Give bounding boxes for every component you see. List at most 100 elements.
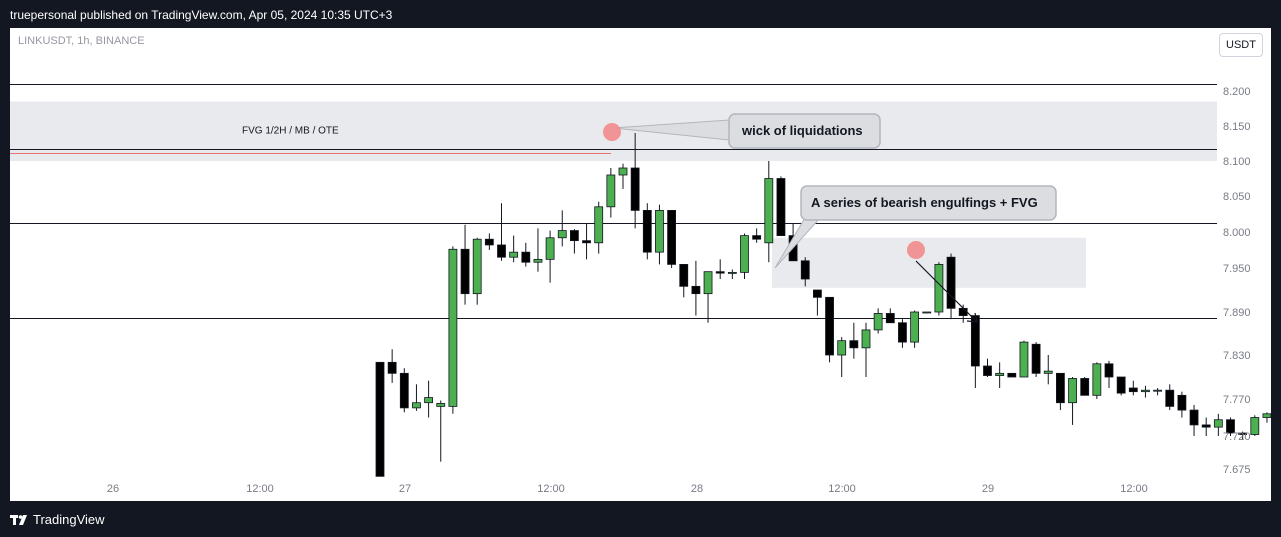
candle-body xyxy=(1201,424,1211,428)
candle-body xyxy=(1031,343,1041,374)
candle-body xyxy=(570,230,579,242)
callout-box xyxy=(728,113,881,149)
candle-body xyxy=(1165,389,1175,407)
candle-body xyxy=(837,340,847,356)
candle-body xyxy=(1226,419,1235,434)
y-tick-label: 7.830 xyxy=(1223,350,1251,362)
x-tick-label: 27 xyxy=(399,483,411,495)
candlestick-chart[interactable]: FVG 1/2H / MB / OTE wick of liquidations A… xyxy=(10,28,1271,501)
y-tick-label: 7.890 xyxy=(1223,307,1251,319)
candle-body xyxy=(387,361,397,374)
candle-body xyxy=(1019,341,1029,378)
fvg-zone-1 xyxy=(772,237,1086,288)
candle-body xyxy=(764,178,774,244)
candle-body xyxy=(800,260,810,280)
candle-body xyxy=(983,365,992,376)
x-tick-label: 12:00 xyxy=(1120,483,1148,495)
candle-body xyxy=(1043,370,1053,374)
callout-text-engulfings: A series of bearish engulfings + FVG xyxy=(811,195,1038,210)
candle-body xyxy=(448,248,458,407)
candle-body xyxy=(424,397,434,404)
x-tick-label: 12:00 xyxy=(537,483,565,495)
currency-button[interactable]: USDT xyxy=(1219,33,1263,57)
candle-body xyxy=(1007,372,1017,378)
candle-body xyxy=(655,209,664,253)
candle-body xyxy=(1153,389,1162,392)
callout-box xyxy=(800,185,1057,221)
x-tick-label: 12:00 xyxy=(828,483,856,495)
candle-body xyxy=(412,402,421,409)
y-tick-label: 8.200 xyxy=(1223,86,1251,98)
publish-info: truepersonal published on TradingView.co… xyxy=(10,8,393,22)
candle-body xyxy=(545,237,555,260)
candle-body xyxy=(1068,378,1077,404)
candle-body xyxy=(995,372,1005,376)
candle-body xyxy=(885,313,895,324)
candle-body xyxy=(1104,363,1114,378)
candle-body xyxy=(1080,378,1090,396)
candle-body xyxy=(970,315,980,367)
y-tick-label: 7.720 xyxy=(1223,431,1251,443)
candle-body xyxy=(1128,387,1138,393)
candle-body xyxy=(460,248,470,295)
candle-body xyxy=(922,311,932,314)
x-tick-label: 29 xyxy=(982,483,994,495)
candle-body xyxy=(946,256,956,309)
candle-body xyxy=(958,307,968,316)
candle-body xyxy=(873,313,883,331)
candle-body xyxy=(776,178,786,236)
candle-body xyxy=(910,311,919,343)
candle-body xyxy=(642,209,652,253)
tradingview-logo-icon[interactable] xyxy=(10,514,30,526)
trend-arrow-head xyxy=(966,312,978,323)
candle-body xyxy=(727,271,737,274)
candle-body xyxy=(630,167,640,211)
candle-body xyxy=(849,340,859,349)
candle-body xyxy=(813,289,822,298)
candle-body xyxy=(1116,376,1126,394)
trend-arrow xyxy=(915,260,977,322)
candle-body xyxy=(399,372,409,409)
candle-body xyxy=(1262,413,1271,418)
candle-body xyxy=(436,403,446,407)
x-tick-label: 12:00 xyxy=(246,483,274,495)
candle-body xyxy=(1250,417,1260,435)
candle-body xyxy=(521,251,531,263)
candle-body xyxy=(1177,394,1187,411)
candle-body xyxy=(618,167,628,176)
candle-body xyxy=(898,322,907,343)
candle-body xyxy=(557,230,567,239)
x-tick-label: 28 xyxy=(691,483,703,495)
candle-body xyxy=(1213,419,1223,428)
candle-body xyxy=(679,263,689,287)
footer-bar: TradingView xyxy=(0,501,1281,537)
candle-body xyxy=(934,263,944,313)
zone-label: FVG 1/2H / MB / OTE xyxy=(242,126,339,137)
candle-body xyxy=(497,244,506,258)
top-bar: truepersonal published on TradingView.co… xyxy=(0,0,1281,28)
candle-body xyxy=(740,235,749,273)
chart-area[interactable]: FVG 1/2H / MB / OTE wick of liquidations A… xyxy=(10,28,1271,501)
symbol-info: LINKUSDT, 1h, BINANCE xyxy=(18,35,145,47)
candle-body xyxy=(533,258,543,263)
y-tick-label: 8.000 xyxy=(1223,227,1251,239)
candle-body xyxy=(1141,389,1150,393)
candle-body xyxy=(375,361,385,477)
callout-text-liquidations: wick of liquidations xyxy=(741,123,863,138)
highlight-circle xyxy=(603,123,621,141)
candle-body xyxy=(667,209,676,265)
candle-body xyxy=(703,271,713,295)
candle-body xyxy=(861,329,871,349)
candle-body xyxy=(472,238,482,295)
candle-body xyxy=(752,235,762,240)
candle-body xyxy=(825,296,834,356)
tradingview-brand[interactable]: TradingView xyxy=(33,512,105,527)
x-tick-label: 26 xyxy=(107,483,119,495)
candle-body xyxy=(582,240,591,244)
candle-body xyxy=(484,238,494,246)
highlight-circle xyxy=(907,241,925,259)
candle-body xyxy=(594,206,604,244)
candle-body xyxy=(509,251,519,258)
candle-body xyxy=(715,271,725,274)
candle-body xyxy=(1056,372,1065,404)
